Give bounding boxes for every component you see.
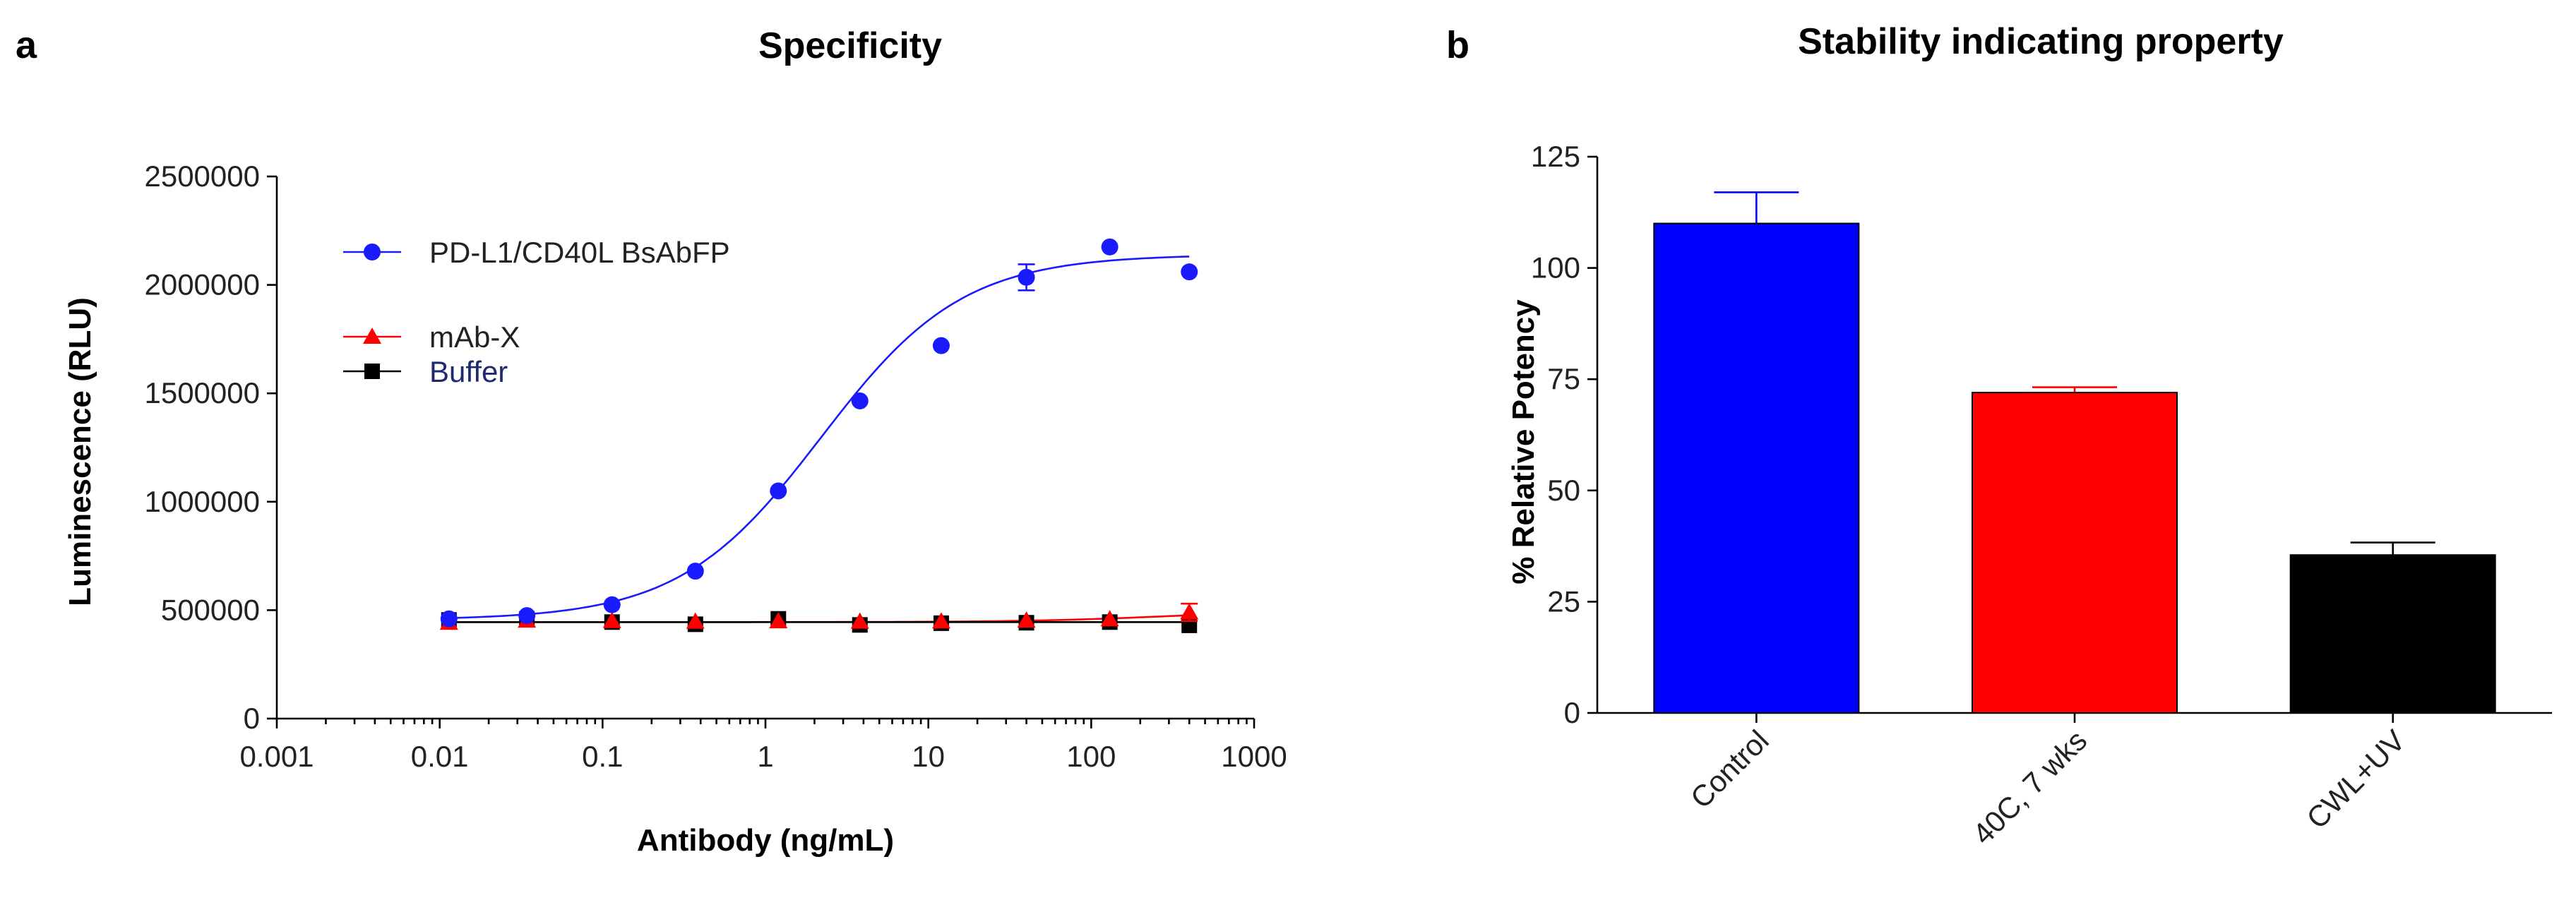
x-tick-label: 10 bbox=[912, 740, 945, 773]
legend-item: mAb-X bbox=[343, 320, 520, 354]
x-tick-label: 40C, 7 wks bbox=[1966, 724, 2093, 851]
y-tick-label: 0 bbox=[1564, 696, 1580, 729]
data-point bbox=[1017, 611, 1036, 628]
data-point bbox=[686, 563, 704, 580]
panel-a-fit-curves bbox=[448, 256, 1190, 623]
y-tick-label: 100 bbox=[1531, 251, 1580, 284]
y-tick-label: 75 bbox=[1547, 362, 1580, 395]
data-point bbox=[686, 612, 705, 629]
bar bbox=[1972, 392, 2178, 714]
legend-label: mAb-X bbox=[429, 320, 520, 354]
data-point bbox=[931, 612, 950, 629]
data-point bbox=[850, 612, 869, 629]
data-point bbox=[1180, 603, 1199, 620]
data-point bbox=[769, 612, 788, 629]
panel-a-letter: a bbox=[16, 24, 37, 66]
y-tick-label: 1000000 bbox=[144, 485, 260, 518]
panel-b-y-axis-label: % Relative Potency bbox=[1506, 299, 1541, 584]
panel-a-y-axis-label: Luminescence (RLU) bbox=[63, 297, 97, 606]
data-point bbox=[932, 337, 950, 354]
panel-a-axes: 0.001 0.01 0.1 1 10 100 1000 0 500000 1000000 1500… bbox=[144, 160, 1287, 773]
x-tick-label: 100 bbox=[1066, 740, 1116, 773]
data-point bbox=[518, 607, 536, 625]
legend-marker bbox=[363, 328, 381, 344]
x-tick-label: 1 bbox=[757, 740, 773, 773]
bar-group bbox=[1653, 191, 1860, 714]
data-point bbox=[603, 596, 621, 613]
y-tick-label: 1500000 bbox=[144, 376, 260, 409]
data-point bbox=[770, 482, 787, 500]
data-point bbox=[851, 392, 869, 409]
x-tick-label: 0.001 bbox=[239, 740, 314, 773]
y-tick-label: 2500000 bbox=[144, 160, 260, 193]
x-tick-label: 1000 bbox=[1221, 740, 1287, 773]
legend-item: PD-L1/CD40L BsAbFP bbox=[343, 236, 730, 269]
panel-b-bars bbox=[1653, 191, 2496, 714]
bar bbox=[2289, 554, 2496, 714]
panel-a-data-points bbox=[439, 238, 1199, 633]
legend-marker bbox=[364, 244, 381, 260]
x-tick-label: 0.01 bbox=[411, 740, 469, 773]
y-tick-label: 25 bbox=[1547, 584, 1580, 618]
data-point bbox=[1101, 238, 1119, 256]
data-point bbox=[440, 610, 458, 628]
panel-b-stability-chart: b Stability indicating property 0 25 50 75 1… bbox=[1446, 21, 2552, 851]
panel-b-title: Stability indicating property bbox=[1798, 21, 2284, 62]
x-tick-label: 0.1 bbox=[582, 740, 623, 773]
panel-b-letter: b bbox=[1446, 24, 1469, 66]
data-point bbox=[1100, 610, 1119, 627]
legend-item: Buffer bbox=[343, 355, 508, 388]
data-point bbox=[602, 611, 621, 628]
y-tick-label: 0 bbox=[244, 702, 260, 735]
y-tick-label: 2000000 bbox=[144, 268, 260, 301]
bar-group bbox=[2289, 541, 2496, 714]
x-tick-label: Control bbox=[1684, 724, 1775, 815]
legend-label: Buffer bbox=[429, 355, 508, 388]
y-tick-label: 50 bbox=[1547, 474, 1580, 507]
x-tick-label: CWL+UV bbox=[2300, 724, 2411, 835]
bar bbox=[1653, 222, 1860, 714]
panel-a-specificity-chart: a Specificity 0.001 0.01 0.1 1 10 100 1000 0 500… bbox=[16, 24, 1287, 858]
y-tick-label: 125 bbox=[1531, 140, 1580, 173]
data-point bbox=[1018, 268, 1035, 286]
legend-marker bbox=[364, 364, 380, 379]
data-point bbox=[1181, 263, 1198, 281]
fit-curve bbox=[448, 256, 1190, 619]
bar-group bbox=[1972, 386, 2178, 714]
legend-label: PD-L1/CD40L BsAbFP bbox=[429, 236, 730, 269]
y-tick-label: 500000 bbox=[161, 593, 260, 626]
fit-curve bbox=[448, 614, 1190, 623]
panel-a-x-axis-label: Antibody (ng/mL) bbox=[637, 823, 894, 858]
panel-a-title: Specificity bbox=[758, 25, 942, 66]
